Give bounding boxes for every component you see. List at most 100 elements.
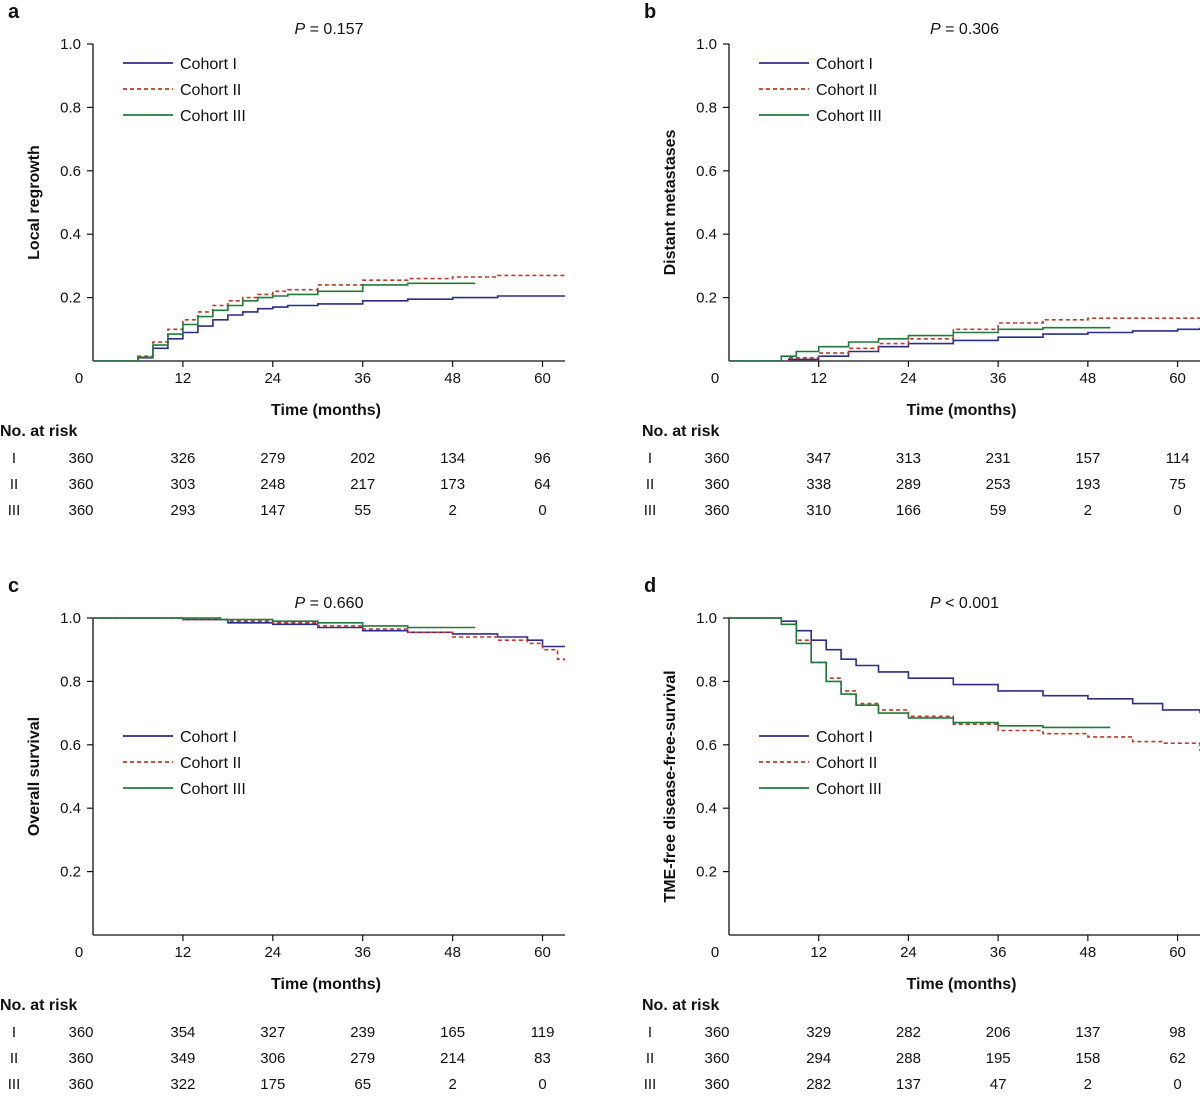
series-line-1 [729,617,1200,714]
risk-cell: 134 [440,450,465,467]
risk-cell: 175 [260,1076,285,1093]
risk-cell: 202 [350,450,375,467]
y-tick-label: 0.8 [696,99,717,116]
x-tick-label: 12 [810,944,827,961]
series-line-2 [93,617,565,661]
risk-cell: 253 [986,476,1011,493]
panel-letter: d [644,575,656,597]
y-axis-title: Distant metastases [662,129,679,275]
risk-cell: 0 [538,502,546,519]
legend-label: Cohort II [180,755,241,772]
y-axis-title: Local regrowth [26,145,43,260]
y-tick-label: 0.2 [696,864,717,881]
risk-row-label: III [8,1076,21,1093]
x-tick-label: 60 [534,944,551,961]
risk-cell: 55 [354,502,371,519]
risk-cell: 193 [1075,476,1100,493]
x-tick-label: 60 [1169,944,1186,961]
risk-cell: 137 [1075,1024,1100,1041]
risk-cell: 195 [986,1050,1011,1067]
risk-cell: 98 [1169,1024,1186,1041]
series-line-2 [93,274,565,361]
risk-cell: 217 [350,476,375,493]
risk-cell: 279 [260,450,285,467]
x-tick-label: 36 [354,944,371,961]
risk-cell: 360 [68,1076,93,1093]
y-tick-label: 0.2 [60,290,81,307]
panel-c: c P = 0.660 1.0 0.8 0.6 0.4 0.2 0 12 24 36 48 60 Time… [0,575,565,1093]
series-line-1 [729,327,1200,361]
p-value: P = 0.660 [295,595,364,612]
risk-cell: 327 [260,1024,285,1041]
legend-label: Cohort III [816,108,882,125]
x-tick-label: 48 [1080,370,1097,387]
risk-cell: 338 [806,476,831,493]
risk-row-label: II [10,1050,18,1067]
y-tick-label: 0.8 [696,673,717,690]
risk-row-label: II [646,1050,654,1067]
x-tick-label: 24 [900,944,917,961]
risk-cell: 294 [806,1050,831,1067]
series-line-2 [729,317,1200,361]
risk-cell: 157 [1075,450,1100,467]
y-axis-title: TME-free disease-free-survival [662,670,679,902]
risk-cell: 147 [260,502,285,519]
p-value: P = 0.306 [930,21,999,38]
risk-cell: 137 [896,1076,921,1093]
risk-cell: 282 [806,1076,831,1093]
legend-label: Cohort I [180,56,237,73]
legend-label: Cohort I [180,729,237,746]
risk-cell: 303 [170,476,195,493]
y-tick-label: 0.4 [696,226,717,243]
risk-cell: 83 [534,1050,551,1067]
x-axis-title: Time (months) [907,976,1017,993]
panel-letter: a [8,1,20,23]
risk-cell: 313 [896,450,921,467]
x-tick-label: 48 [444,370,461,387]
x-tick-label: 36 [990,944,1007,961]
x-tick-label: 12 [810,370,827,387]
y-tick-label: 1.0 [696,610,717,627]
risk-cell: 206 [986,1024,1011,1041]
risk-cell: 119 [531,1024,555,1041]
risk-row-label: III [644,1076,657,1093]
risk-cell: 0 [1173,502,1181,519]
risk-cell: 64 [534,476,551,493]
risk-cell: 2 [448,1076,456,1093]
risk-cell: 360 [68,476,93,493]
x-tick-label: 24 [264,944,281,961]
risk-cell: 360 [68,1050,93,1067]
risk-cell: 293 [170,502,195,519]
risk-row-label: II [646,476,654,493]
risk-cell: 75 [1169,476,1186,493]
risk-cell: 360 [68,1024,93,1041]
series-line-1 [93,617,565,648]
risk-table-title: No. at risk [642,423,719,440]
panel-letter: b [644,1,656,23]
x-tick-label: 0 [711,370,719,387]
risk-row-label: III [644,502,657,519]
risk-cell: 62 [1169,1050,1186,1067]
risk-cell: 306 [260,1050,285,1067]
x-tick-label: 24 [900,370,917,387]
panel-b: b P = 0.306 1.0 0.8 0.6 0.4 0.2 0 12 24 36 48 60 Time… [642,1,1200,519]
series-line-3 [729,617,1111,729]
y-tick-label: 0.4 [696,800,717,817]
y-tick-label: 0.6 [696,163,717,180]
risk-cell: 289 [896,476,921,493]
risk-row-label: II [10,476,18,493]
risk-cell: 2 [1084,1076,1092,1093]
y-tick-label: 1.0 [60,610,81,627]
x-axis-title: Time (months) [271,402,381,419]
y-tick-label: 0.6 [60,737,81,754]
series-line-1 [93,295,565,361]
x-tick-label: 12 [175,944,192,961]
series-line-3 [93,617,476,629]
y-tick-label: 0.8 [60,99,81,116]
y-tick-label: 1.0 [60,36,81,53]
x-tick-label: 0 [75,370,83,387]
x-axis-title: Time (months) [907,402,1017,419]
legend-label: Cohort II [816,82,877,99]
x-tick-label: 36 [990,370,1007,387]
